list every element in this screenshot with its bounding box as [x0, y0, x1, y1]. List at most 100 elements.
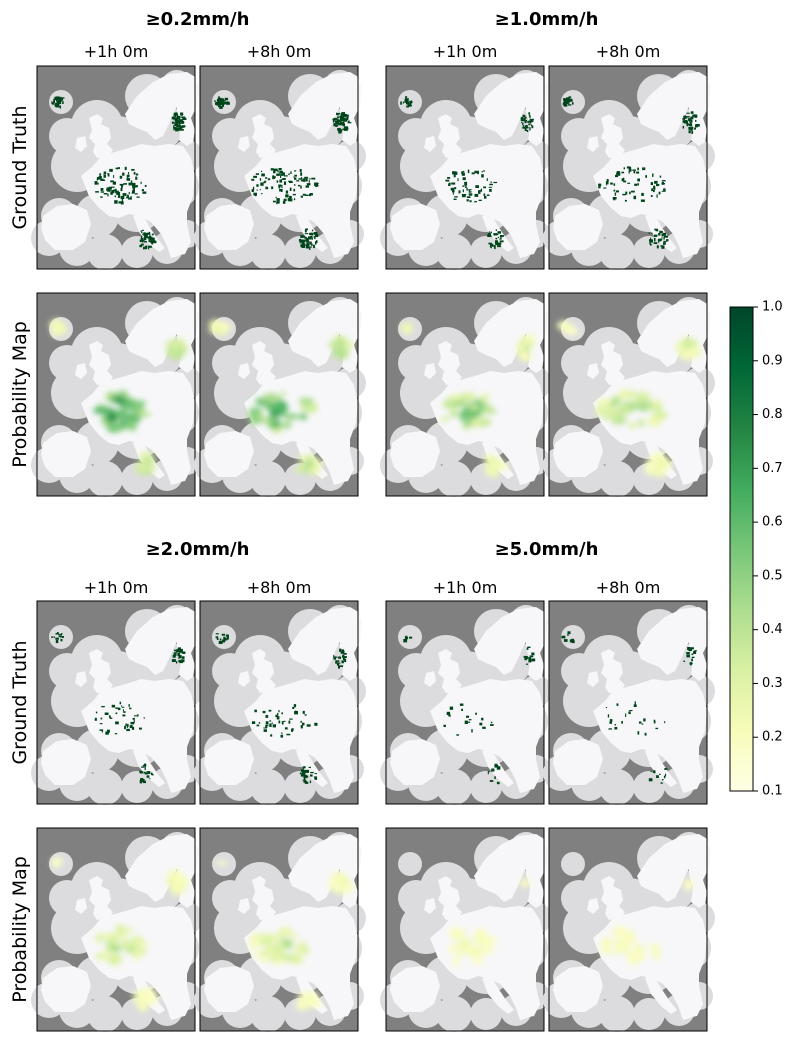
rain-pixel	[252, 186, 255, 191]
rain-pixel	[405, 96, 408, 99]
rain-pixel	[302, 766, 304, 768]
rain-pixel	[134, 193, 138, 195]
rain-pixel	[126, 175, 130, 177]
rain-pixel	[263, 181, 266, 184]
rain-pixel	[304, 176, 309, 179]
rain-pixel	[621, 721, 623, 724]
probability-blob	[306, 459, 314, 468]
rain-pixel	[478, 199, 482, 201]
rain-pixel	[335, 121, 339, 124]
rain-pixel	[224, 97, 229, 101]
rain-pixel	[122, 172, 125, 176]
rain-pixel	[121, 198, 123, 202]
rain-pixel	[447, 177, 451, 179]
probability-blob	[248, 407, 262, 416]
rain-pixel	[628, 168, 632, 172]
rain-pixel	[471, 172, 475, 175]
probability-blob	[110, 392, 126, 397]
rain-pixel	[147, 232, 150, 235]
rain-pixel	[495, 240, 498, 244]
probability-blob	[638, 392, 652, 398]
ground-truth-rain	[51, 632, 186, 784]
rain-pixel	[342, 654, 345, 657]
rain-pixel	[55, 639, 59, 644]
rain-pixel	[259, 189, 261, 191]
rain-pixel	[107, 193, 109, 197]
probability-blob	[471, 959, 484, 965]
rain-pixel	[270, 168, 274, 171]
rain-pixel	[523, 118, 525, 120]
rain-pixel	[336, 124, 339, 127]
colorbar-tick-label: 1.0	[762, 300, 783, 315]
rain-pixel	[99, 173, 102, 176]
rain-pixel	[522, 122, 524, 125]
rain-pixel	[105, 731, 109, 735]
rain-pixel	[300, 240, 302, 242]
rain-pixel	[292, 193, 296, 196]
rain-pixel	[301, 239, 306, 243]
rain-pixel	[658, 233, 661, 236]
rain-pixel	[616, 171, 621, 174]
panel-probability-g0-c0	[31, 292, 203, 497]
rain-pixel	[662, 232, 666, 236]
rain-pixel	[563, 639, 568, 642]
rain-pixel	[445, 179, 450, 182]
probability-rain	[49, 319, 189, 476]
rain-pixel	[119, 183, 124, 186]
probability-blob	[282, 420, 292, 429]
rain-pixel	[490, 243, 494, 247]
rain-pixel	[151, 241, 154, 245]
probability-blob	[249, 938, 259, 949]
rain-pixel	[661, 180, 666, 182]
rain-pixel	[265, 721, 269, 725]
rain-pixel	[464, 720, 468, 724]
rain-pixel	[529, 119, 532, 122]
rain-pixel	[524, 118, 526, 120]
rain-pixel	[616, 190, 619, 193]
rain-pixel	[107, 173, 110, 175]
ground-truth-rain	[562, 96, 700, 249]
rain-pixel	[526, 126, 529, 129]
rain-pixel	[300, 185, 302, 189]
rain-pixel	[526, 647, 529, 650]
rain-pixel	[253, 175, 257, 178]
rain-pixel	[341, 112, 346, 114]
rain-pixel	[58, 635, 62, 638]
rain-pixel	[55, 633, 58, 635]
probability-blob	[595, 406, 605, 413]
rain-pixel	[462, 170, 465, 173]
rain-pixel	[171, 116, 176, 120]
rain-pixel	[406, 105, 409, 108]
probability-blob	[303, 1004, 310, 1009]
rain-pixel	[124, 166, 127, 170]
rain-pixel	[110, 180, 114, 183]
rain-pixel	[103, 193, 108, 195]
rain-pixel	[215, 101, 219, 104]
lead-time-label: +8h 0m	[247, 578, 312, 597]
probability-blob	[269, 419, 282, 429]
rain-pixel	[141, 229, 144, 231]
rain-pixel	[571, 638, 575, 642]
rain-pixel	[278, 720, 281, 724]
rain-pixel	[56, 100, 59, 103]
rain-pixel	[690, 647, 694, 650]
rain-pixel	[478, 190, 482, 192]
rain-pixel	[177, 652, 181, 657]
rain-pixel	[488, 231, 491, 233]
rain-pixel	[568, 104, 572, 106]
rain-pixel	[95, 181, 98, 184]
rain-pixel	[126, 194, 129, 196]
rain-pixel	[107, 188, 111, 192]
rain-pixel	[51, 636, 53, 638]
buffer-disk	[470, 998, 502, 1030]
rain-pixel	[304, 233, 309, 235]
rain-pixel	[666, 239, 669, 242]
rain-pixel	[314, 773, 318, 775]
rain-pixel	[145, 773, 148, 775]
rain-pixel	[453, 173, 456, 178]
rain-pixel	[688, 130, 691, 134]
group-title: ≥5.0mm/h	[495, 539, 599, 560]
rain-pixel	[530, 124, 533, 127]
rain-pixel	[99, 729, 104, 731]
rain-pixel	[254, 709, 257, 713]
